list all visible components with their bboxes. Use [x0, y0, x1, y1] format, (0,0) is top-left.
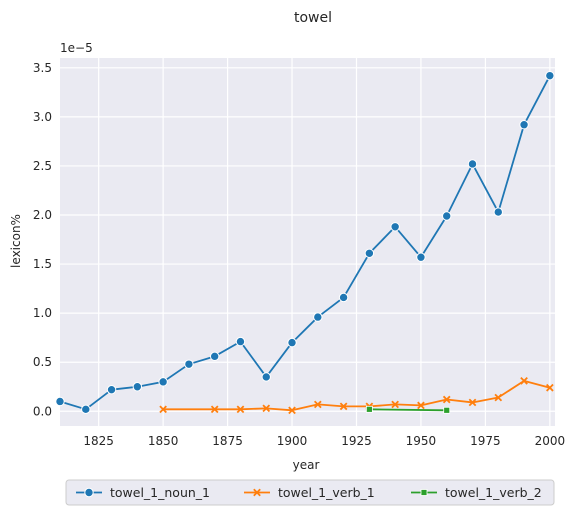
legend-label: towel_1_verb_1	[278, 485, 375, 500]
data-point	[546, 383, 554, 392]
legend: towel_1_noun_1 towel_1_verb_1 towel_1_verb…	[65, 479, 555, 506]
data-point	[494, 393, 503, 402]
data-point	[261, 372, 271, 382]
data-point	[236, 405, 245, 414]
data-point	[184, 359, 194, 369]
x-axis-label: year	[293, 458, 320, 472]
data-point	[158, 377, 168, 387]
data-point	[55, 396, 65, 407]
data-point	[443, 406, 451, 414]
data-point	[262, 404, 271, 413]
y-axis-label: lexicon%	[9, 214, 23, 268]
x-axis-ticks: 1825 1850 1875 1900 1925 1950 1975 2000	[83, 434, 565, 448]
data-point	[442, 211, 452, 221]
data-point	[442, 395, 451, 404]
series-towel_1_noun_1	[55, 70, 555, 415]
data-point	[520, 377, 528, 385]
x-tick-label: 1950	[406, 434, 437, 448]
data-point	[519, 120, 529, 130]
legend-item: towel_1_verb_1	[244, 485, 375, 500]
series-line	[369, 408, 447, 412]
y-tick-label: 1.5	[33, 257, 52, 271]
y-scale-label: 1e−5	[60, 41, 93, 55]
y-tick-label: 3.5	[33, 61, 52, 75]
y-tick-label: 1.0	[33, 306, 52, 320]
data-point	[467, 159, 478, 169]
legend-marker	[253, 488, 261, 497]
data-point	[416, 252, 426, 262]
data-point	[390, 222, 400, 232]
data-point	[235, 336, 246, 347]
data-point	[313, 400, 322, 409]
legend-item: towel_1_noun_1	[76, 485, 210, 500]
x-tick-label: 1925	[341, 434, 372, 448]
series-layer	[55, 70, 555, 415]
data-point	[417, 401, 425, 410]
plot-area	[60, 58, 555, 426]
legend-label: towel_1_noun_1	[110, 485, 210, 500]
data-point	[545, 70, 555, 81]
legend-label: towel_1_verb_2	[445, 485, 542, 500]
data-point	[106, 384, 117, 395]
data-point	[338, 292, 349, 303]
data-point	[493, 207, 503, 217]
y-axis-ticks: 0.0 0.5 1.0 1.5 2.0 2.5 3.0 3.5	[33, 61, 52, 418]
data-point	[288, 406, 296, 415]
chart-title: towel	[294, 10, 332, 26]
x-tick-label: 1875	[212, 434, 243, 448]
x-tick-label: 2000	[535, 434, 566, 448]
x-tick-label: 1975	[470, 434, 501, 448]
x-tick-label: 1850	[148, 434, 179, 448]
x-tick-label: 1900	[277, 434, 308, 448]
data-point	[391, 400, 399, 409]
legend-item: towel_1_verb_2	[411, 485, 542, 500]
x-tick-label: 1825	[83, 434, 114, 448]
y-tick-label: 0.5	[33, 355, 52, 369]
y-tick-label: 2.0	[33, 208, 52, 222]
legend-box	[65, 479, 555, 506]
legend-marker	[420, 489, 428, 496]
data-point	[364, 248, 375, 258]
data-point	[132, 382, 143, 392]
data-point	[81, 404, 91, 415]
data-point	[210, 405, 219, 414]
data-point	[287, 337, 297, 348]
y-tick-label: 2.5	[33, 159, 52, 173]
legend-marker	[84, 487, 94, 498]
y-tick-label: 3.0	[33, 110, 52, 124]
data-point	[209, 351, 220, 362]
data-point	[339, 402, 348, 411]
data-point	[159, 405, 167, 414]
data-point	[313, 312, 323, 322]
y-tick-label: 0.0	[33, 404, 52, 418]
data-point	[468, 398, 477, 407]
series-towel_1_verb_2	[365, 405, 451, 414]
data-point	[365, 405, 373, 413]
